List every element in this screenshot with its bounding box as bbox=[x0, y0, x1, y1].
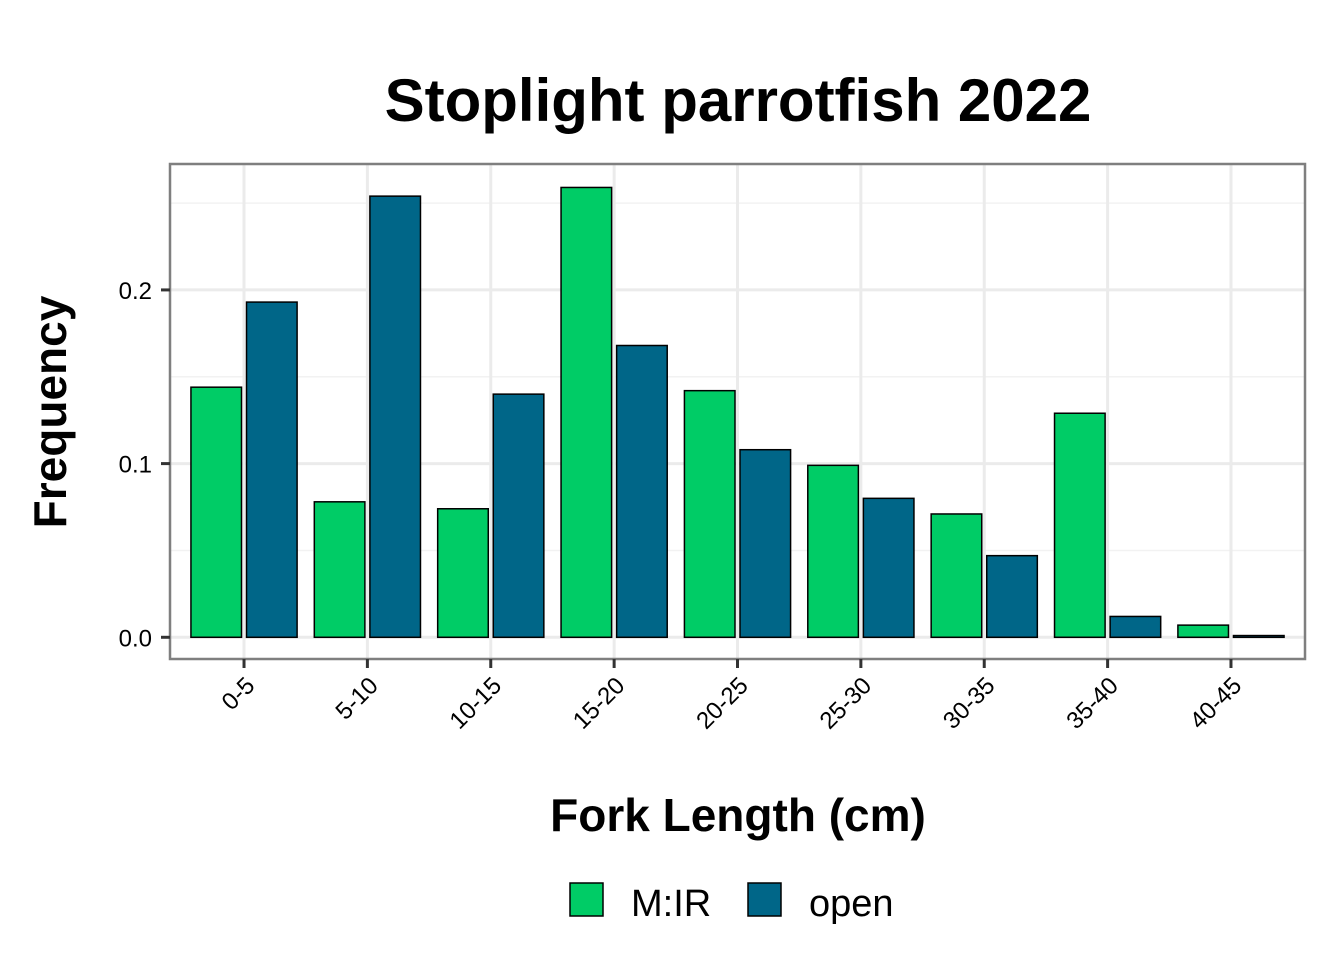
legend-label-open: open bbox=[809, 883, 894, 925]
grid-major bbox=[170, 164, 1305, 659]
x-axis: 0-5 5-10 10-15 15-20 20-25 25-30 30-35 35-40 40-… bbox=[217, 659, 1248, 735]
x-tick-label: 15-20 bbox=[568, 672, 631, 735]
bar-open-35-40 bbox=[1109, 615, 1162, 639]
x-tick-label: 5-10 bbox=[331, 672, 384, 725]
y-tick-label: 0.1 bbox=[119, 452, 152, 479]
bar-m-ir-0-5 bbox=[190, 386, 243, 639]
chart-title: Stoplight parrotfish 2022 bbox=[385, 67, 1092, 134]
legend-swatch-m-ir bbox=[569, 882, 604, 917]
x-tick-label: 0-5 bbox=[217, 672, 261, 716]
x-tick-label: 30-35 bbox=[938, 672, 1001, 735]
bar-open-20-25 bbox=[739, 448, 792, 639]
bar-open-30-35 bbox=[985, 554, 1039, 639]
bar-open-15-20 bbox=[615, 344, 668, 639]
x-tick-label: 25-30 bbox=[815, 672, 878, 735]
bar-open-40-45 bbox=[1232, 634, 1285, 639]
x-tick-label: 40-45 bbox=[1185, 672, 1248, 735]
x-tick-label: 20-25 bbox=[691, 672, 754, 735]
y-axis-title: Frequency bbox=[24, 295, 76, 528]
y-tick-label: 0.0 bbox=[119, 625, 152, 652]
bars bbox=[190, 186, 1285, 639]
x-tick-label: 35-40 bbox=[1061, 672, 1124, 735]
bar-open-25-30 bbox=[862, 497, 915, 639]
bar-open-0-5 bbox=[245, 301, 298, 639]
bar-m-ir-15-20 bbox=[560, 186, 613, 639]
bar-m-ir-5-10 bbox=[313, 501, 366, 639]
x-axis-title: Fork Length (cm) bbox=[550, 789, 926, 841]
bar-m-ir-30-35 bbox=[930, 513, 983, 639]
bar-m-ir-40-45 bbox=[1177, 624, 1230, 639]
legend-swatch-open bbox=[747, 882, 782, 917]
legend: M:IR open bbox=[569, 882, 894, 925]
bar-open-5-10 bbox=[369, 195, 422, 639]
plot-panel bbox=[168, 162, 1307, 661]
bar-m-ir-25-30 bbox=[807, 464, 860, 639]
bar-m-ir-10-15 bbox=[436, 508, 490, 639]
bar-open-10-15 bbox=[492, 393, 545, 639]
bar-m-ir-35-40 bbox=[1053, 412, 1106, 639]
x-tick-label: 10-15 bbox=[445, 672, 508, 735]
y-tick-label: 0.2 bbox=[119, 278, 152, 305]
y-axis: 0.0 0.1 0.2 bbox=[119, 278, 170, 652]
bar-m-ir-20-25 bbox=[683, 389, 736, 639]
legend-label-m-ir: M:IR bbox=[631, 883, 711, 925]
